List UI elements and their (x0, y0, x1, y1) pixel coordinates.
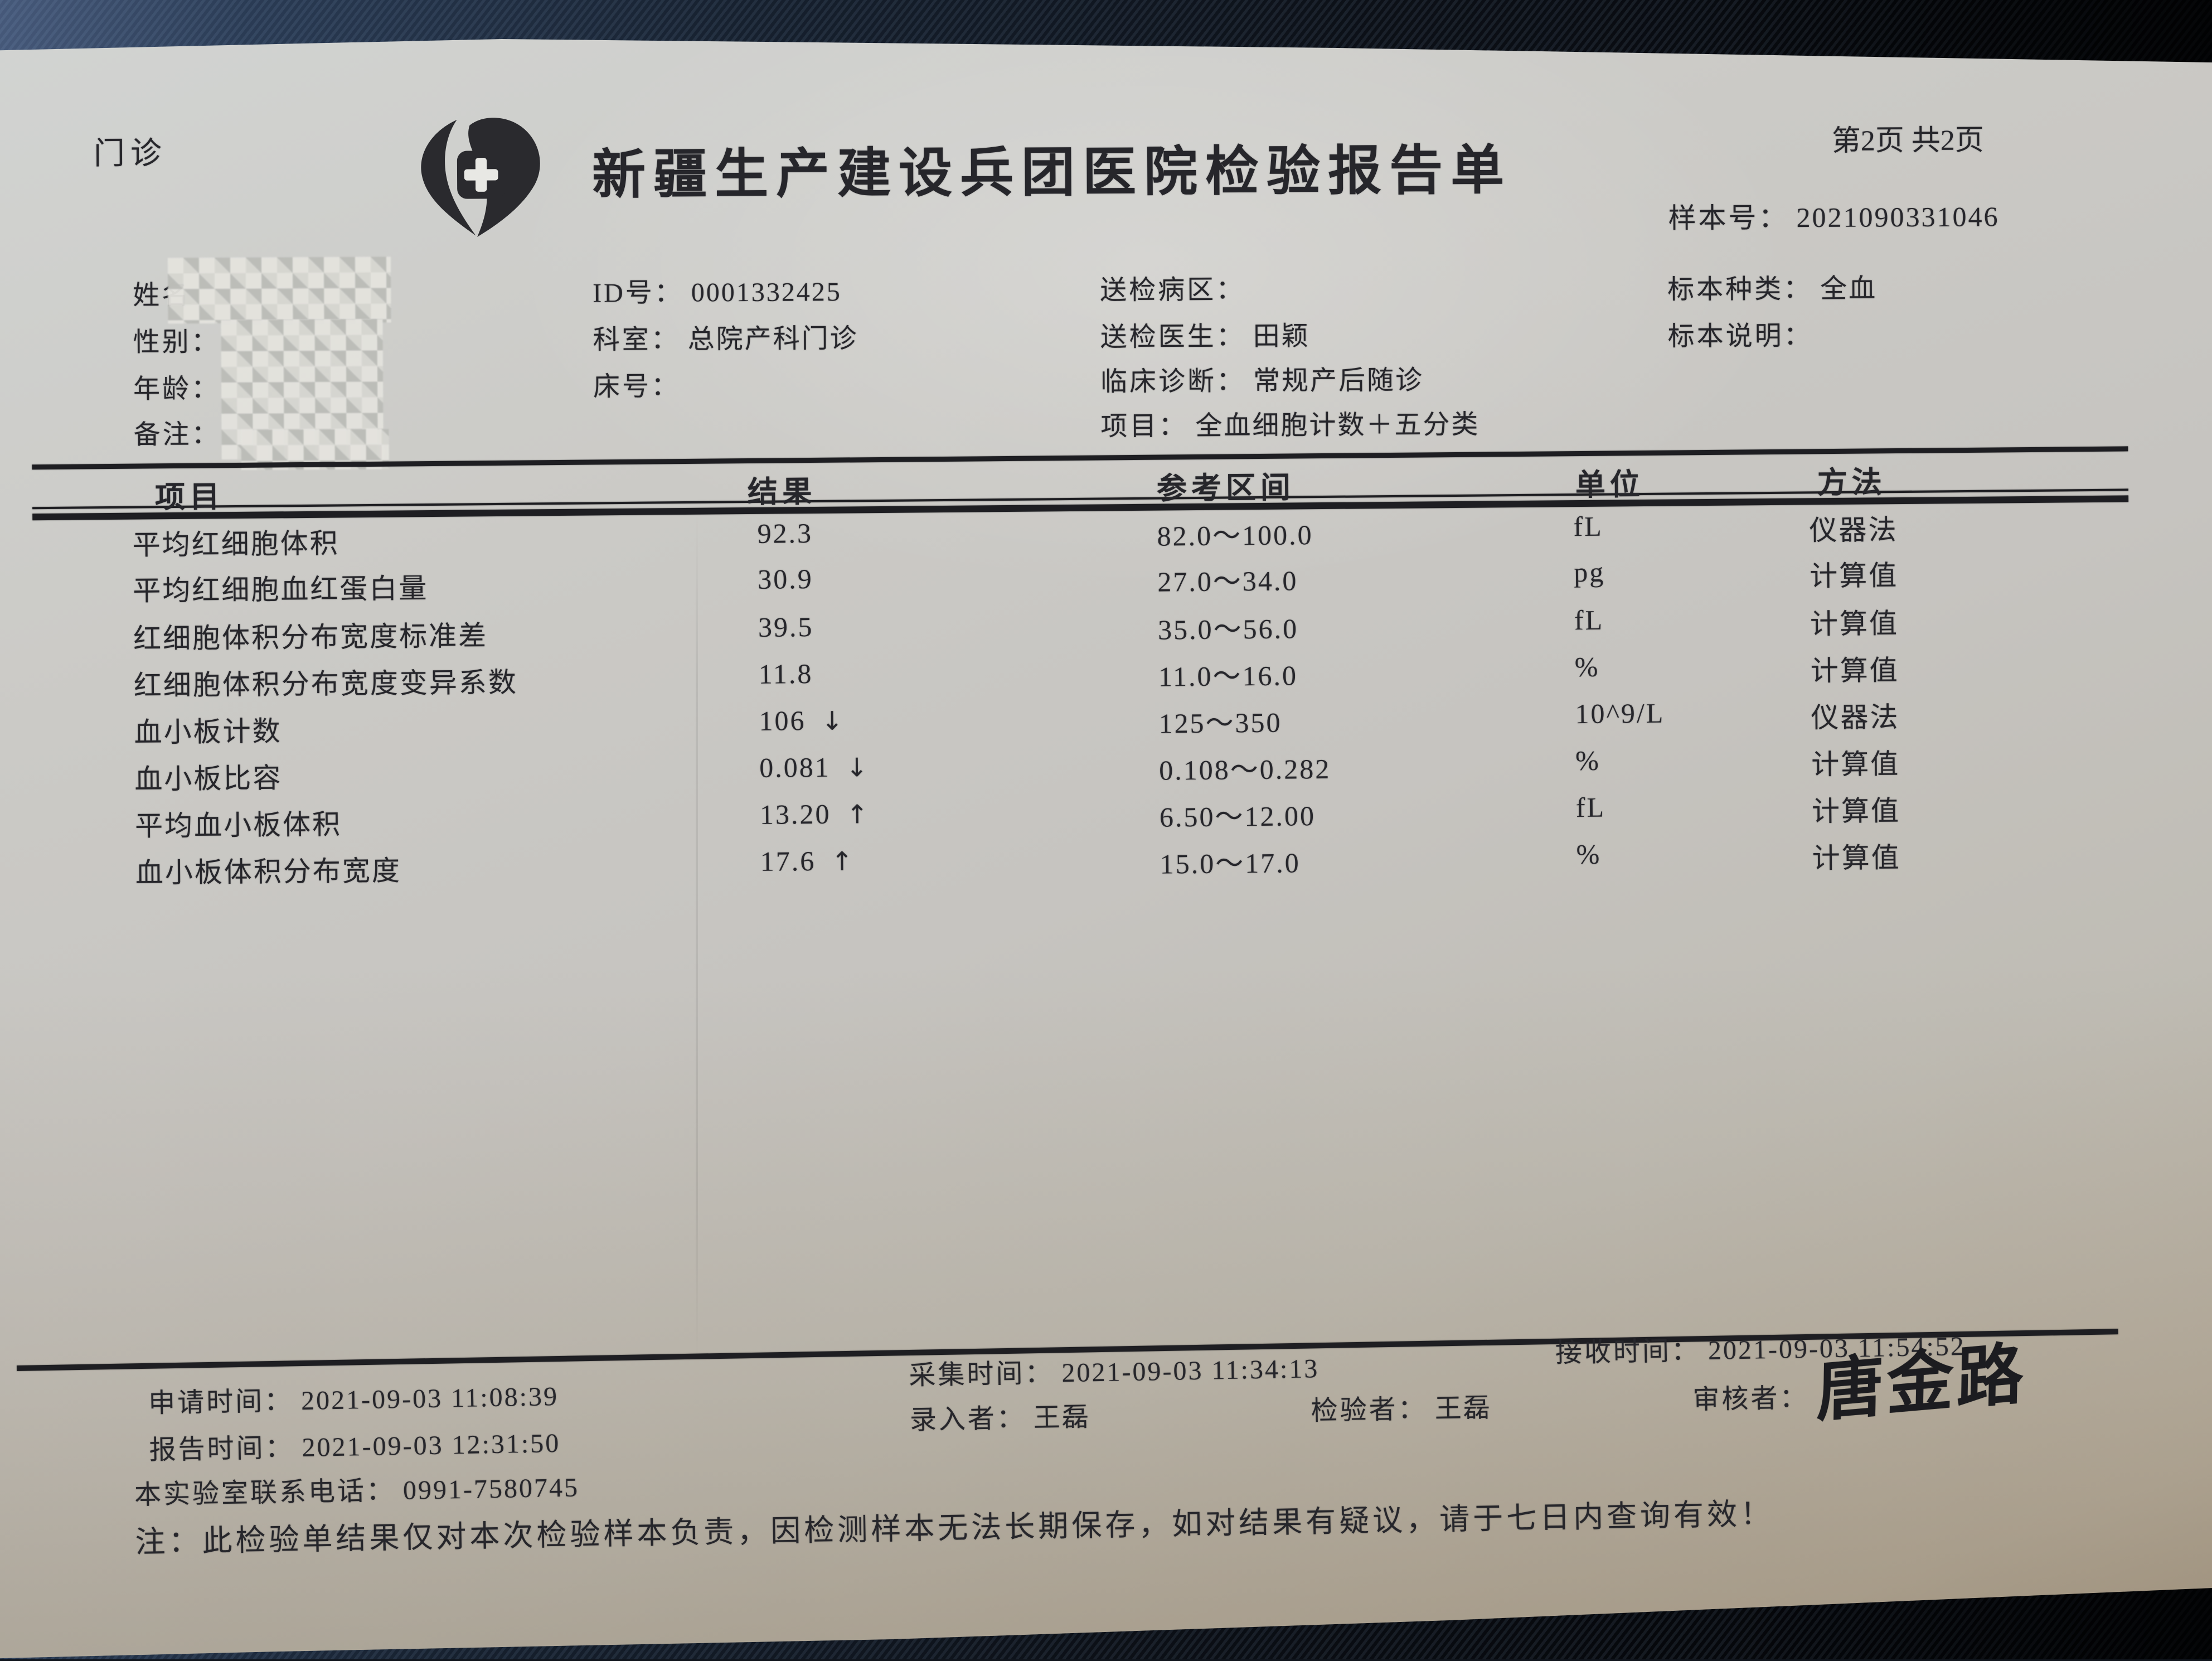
lab-phone-label: 本实验室联系电话： (134, 1476, 396, 1510)
report-time: 报告时间：2021-09-03 12:31:50 (149, 1421, 561, 1467)
tester-label: 检验者： (1311, 1394, 1427, 1426)
reviewer: 审核者： (1692, 1376, 1809, 1417)
entry-by-value: 王磊 (1033, 1402, 1090, 1433)
report-time-label: 报告时间： (149, 1433, 294, 1465)
collect-time-value: 2021-09-03 11:34:13 (1061, 1354, 1320, 1388)
apply-time: 申请时间：2021-09-03 11:08:39 (148, 1374, 559, 1420)
receive-time-label: 接收时间： (1555, 1336, 1701, 1368)
lab-phone-value: 0991-7580745 (403, 1473, 580, 1505)
collect-time: 采集时间：2021-09-03 11:34:13 (909, 1346, 1320, 1392)
lab-phone: 本实验室联系电话：0991-7580745 (134, 1465, 579, 1512)
report-time-value: 2021-09-03 12:31:50 (302, 1428, 560, 1463)
tester: 检验者：王磊 (1311, 1386, 1492, 1428)
entry-by: 录入者：王磊 (909, 1394, 1090, 1437)
apply-time-label: 申请时间： (148, 1386, 294, 1418)
reviewer-signature: 唐金路 (1816, 1319, 2028, 1435)
entry-by-label: 录入者： (909, 1403, 1026, 1435)
reviewer-label: 审核者： (1692, 1383, 1809, 1415)
tester-value: 王磊 (1434, 1393, 1492, 1424)
collect-time-label: 采集时间： (909, 1359, 1054, 1391)
apply-time-value: 2021-09-03 11:08:39 (301, 1382, 559, 1416)
